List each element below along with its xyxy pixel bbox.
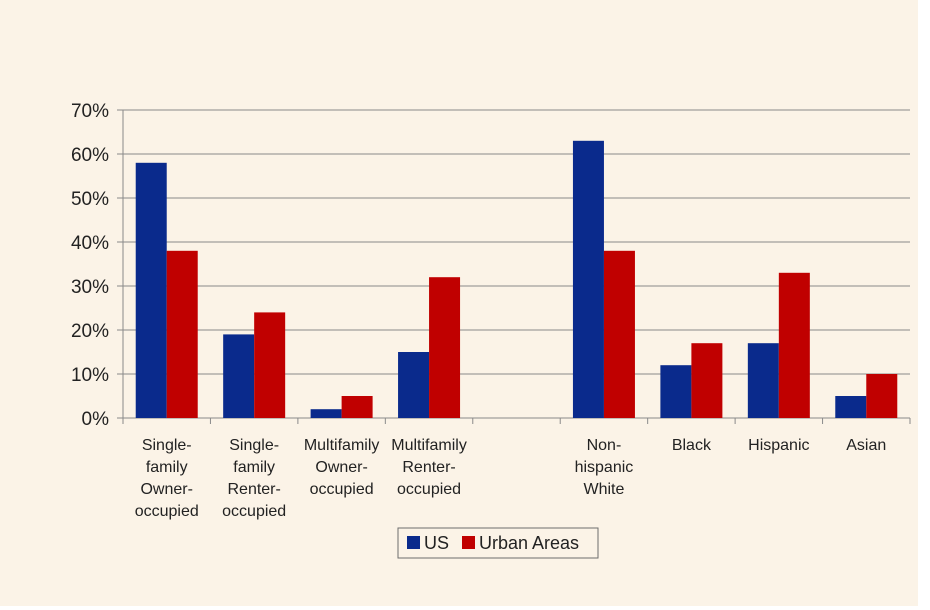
bar-urban-areas	[166, 250, 198, 418]
bar-us	[310, 409, 342, 418]
legend-swatch	[407, 536, 420, 549]
x-category-label: Single-family Owner-occupied	[135, 437, 199, 520]
x-category-label: Multifamily Owner-occupied	[304, 437, 380, 498]
bar-urban-areas	[866, 374, 898, 418]
legend-swatch	[462, 536, 475, 549]
y-tick-label: 20%	[71, 321, 109, 342]
x-category-label: Multifamily Renter-occupied	[391, 437, 467, 498]
bar-urban-areas	[254, 312, 286, 418]
bar-us	[135, 162, 167, 418]
y-tick-label: 50%	[71, 189, 109, 210]
bar-urban-areas	[429, 277, 461, 418]
legend-label: US	[424, 533, 449, 553]
x-category-label: Asian	[846, 437, 886, 454]
bar-us	[572, 140, 604, 419]
x-category-label: Single-family Renter-occupied	[222, 437, 286, 520]
y-tick-label: 0%	[82, 409, 110, 430]
bar-urban-areas	[341, 396, 373, 418]
bar-urban-areas	[691, 343, 723, 418]
y-tick-label: 70%	[71, 101, 109, 122]
bar-urban-areas	[603, 250, 635, 418]
x-category-label: Hispanic	[748, 437, 809, 454]
legend-box	[397, 527, 599, 559]
x-category-label: Non-hispanic White	[575, 437, 634, 498]
y-tick-label: 30%	[71, 277, 109, 298]
legend-label: Urban Areas	[479, 533, 579, 553]
bar-us	[398, 352, 430, 418]
bar-us	[747, 343, 779, 418]
bar-us	[835, 396, 867, 418]
bar-us	[660, 365, 692, 418]
y-tick-label: 60%	[71, 145, 109, 166]
y-tick-label: 10%	[71, 365, 109, 386]
bar-urban-areas	[778, 272, 810, 418]
bar-us	[223, 334, 255, 418]
y-tick-label: 40%	[71, 233, 109, 254]
x-category-label: Black	[672, 437, 712, 454]
